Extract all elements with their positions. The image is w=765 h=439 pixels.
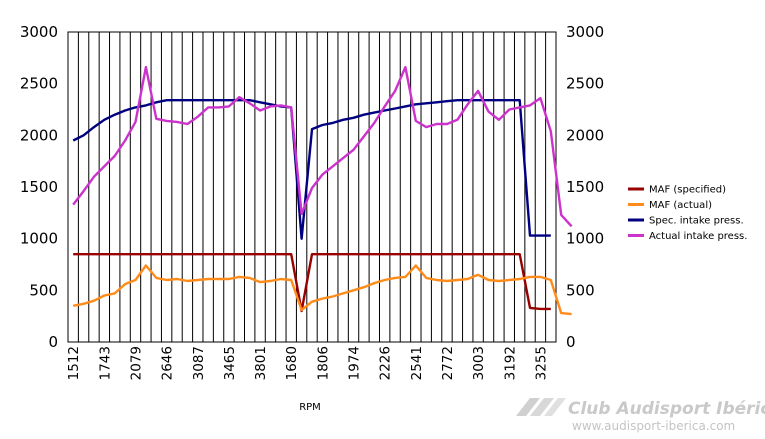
x-tick-label: 2226 [378,346,394,380]
y-tick-label-left: 1500 [20,178,58,196]
legend-label: MAF (specified) [649,185,726,196]
x-tick-label: 3003 [471,346,487,380]
y-tick-label-left: 1000 [20,230,58,248]
x-tick-label: 2772 [440,346,456,380]
watermark-url: www.audisport-iberica.com [572,419,735,433]
legend-label: Actual intake press. [649,231,747,242]
legend-layer: MAF (specified) MAF (actual) Spec. intake … [628,185,747,242]
watermark-stripes-icon [544,398,566,416]
x-tick-label: 2541 [409,346,425,380]
watermark-logo: Club Audisport Ibérica www.audisport-ibe… [516,398,765,433]
y-tick-label-right: 0 [566,333,576,351]
y-tick-label-left: 500 [29,281,58,299]
x-tick-label: 1974 [347,346,363,380]
x-tick-label: 1512 [66,346,82,380]
x-tick-label: 3087 [191,346,207,380]
legend-label: MAF (actual) [649,200,712,211]
x-tick-label: 2646 [160,346,176,380]
y-tick-label-right: 1500 [566,178,604,196]
y-tick-label-left: 2500 [20,75,58,93]
y-tick-label-right: 3000 [566,23,604,41]
x-tick-label: 1680 [284,346,300,380]
x-tick-label: 1743 [97,346,113,380]
x-axis-label: RPM [299,402,321,413]
y-tick-label-right: 2000 [566,126,604,144]
series-line [72,65,573,228]
x-tick-label: 3255 [533,346,549,380]
x-tick-label: 2079 [128,346,144,380]
y-tick-label-left: 2000 [20,126,58,144]
watermark-stripes-icon [530,398,554,416]
grid-layer [77,32,547,342]
series-line [73,252,551,313]
axis-layer: 0 500 1000 1500 2000 2500 3000 0 500 1000 1500 2000… [20,23,604,380]
series-line [72,264,572,316]
x-tick-label: 3801 [253,346,269,380]
y-tick-label-right: 1000 [566,230,604,248]
x-tick-label: 1806 [315,346,331,380]
series-layer [72,65,573,316]
watermark-brand: Club Audisport Ibérica [568,399,765,419]
y-tick-label-left: 0 [48,333,58,351]
x-tick-label: 3192 [502,346,518,380]
y-tick-label-left: 3000 [20,23,58,41]
y-tick-label-right: 2500 [566,75,604,93]
watermark-stripes-icon [516,398,540,416]
y-tick-label-right: 500 [566,281,595,299]
x-tick-label: 3465 [222,346,238,380]
legend-label: Spec. intake press. [649,216,744,227]
